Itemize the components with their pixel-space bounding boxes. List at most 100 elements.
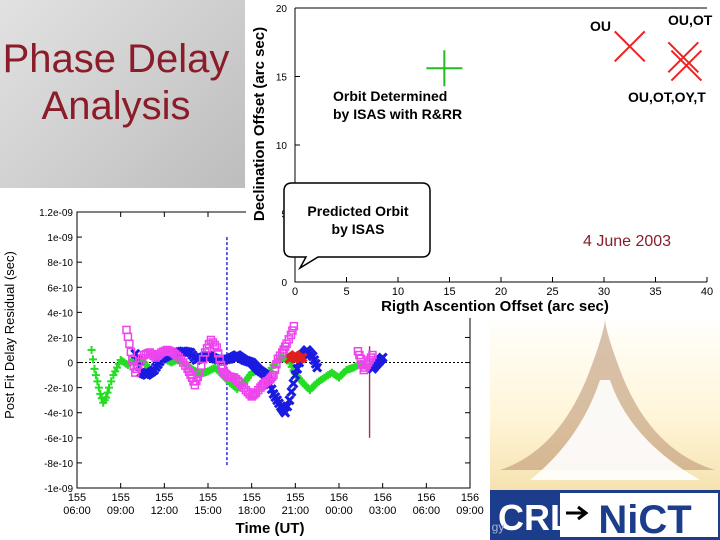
x-tick-label-time: 06:00	[413, 505, 441, 517]
data-point	[126, 347, 136, 357]
orbit-x-tick-label: 35	[649, 286, 661, 298]
data-point	[94, 383, 103, 392]
data-point	[289, 321, 299, 331]
data-point	[87, 346, 96, 354]
orbit-point-x	[670, 49, 703, 82]
orbit-x-tick-label: 15	[443, 286, 455, 298]
data-point	[272, 359, 281, 369]
data-point	[286, 330, 296, 340]
data-point	[96, 389, 105, 398]
data-point	[107, 377, 116, 386]
data-point	[103, 388, 112, 397]
data-point	[90, 364, 99, 373]
logo-fragment-text: gy	[492, 520, 505, 534]
data-point	[174, 353, 184, 362]
x-tick-label-time: 06:00	[63, 505, 91, 517]
data-point	[176, 355, 186, 365]
orbit-x-tick-label: 30	[598, 286, 610, 298]
x-tick-label-day: 156	[417, 492, 435, 504]
orbit-point-x	[667, 41, 700, 74]
x-tick-label-day: 155	[199, 492, 217, 504]
data-point	[292, 363, 303, 374]
x-tick-label-day: 155	[68, 492, 86, 504]
y-tick-label: 0	[67, 359, 73, 370]
data-point	[105, 383, 114, 392]
data-point	[215, 354, 224, 364]
data-point	[290, 370, 301, 381]
x-tick-label-day: 155	[242, 492, 260, 504]
data-point	[212, 343, 221, 352]
orbit-x-tick-label: 20	[495, 286, 507, 298]
page-title: Phase Delay Analysis	[2, 37, 230, 128]
x-axis-label: Time (UT)	[236, 520, 305, 537]
mountain-highlight	[530, 380, 700, 480]
data-point	[286, 386, 297, 397]
orbit-chart-background	[246, 0, 720, 318]
orbit-y-tick-label: 0	[281, 278, 287, 289]
data-point	[377, 352, 388, 363]
data-point	[284, 395, 295, 406]
y-tick-label: -8e-10	[44, 459, 73, 470]
x-tick-label-time: 09:00	[107, 505, 135, 517]
x-tick-label-day: 155	[111, 492, 129, 504]
data-point	[210, 340, 220, 350]
date-label: 4 June 2003	[583, 233, 672, 250]
data-point	[251, 388, 261, 397]
crl-logo-text: CRL	[498, 497, 572, 538]
orbit-point-x	[614, 30, 646, 63]
data-point	[312, 362, 323, 373]
data-point	[297, 352, 308, 363]
logo-arrow-icon	[566, 505, 589, 521]
orbit-x-axis-label: Rigth Ascention Offset (arc sec)	[381, 298, 609, 315]
data-point	[368, 350, 377, 360]
orbit-x-tick-label: 40	[701, 286, 713, 298]
data-point	[282, 401, 293, 412]
callout-text: Predicted Orbit	[307, 203, 408, 219]
orbit-y-tick-label: 20	[276, 4, 288, 15]
data-point	[366, 353, 376, 362]
y-tick-label: 1.2e-09	[39, 208, 73, 219]
x-tick-label-day: 156	[330, 492, 348, 504]
orbit-y-axis-label: Declination Offset (arc sec)	[251, 27, 268, 221]
x-tick-label-time: 03:00	[369, 505, 397, 517]
data-point	[269, 370, 278, 380]
data-point	[213, 349, 223, 358]
y-tick-label: -1e-09	[44, 484, 73, 495]
orbit-x-tick-label: 10	[392, 286, 404, 298]
y-axis-label: Post Fit Delay Residual (sec)	[2, 251, 17, 419]
x-tick-label-day: 155	[155, 492, 173, 504]
orbit-x-tick-label: 25	[546, 286, 558, 298]
data-point	[280, 407, 291, 418]
orbit-annotation: by ISAS with R&RR	[333, 106, 462, 122]
logo-white-panel	[560, 493, 718, 537]
x-tick-label-time: 18:00	[238, 505, 266, 517]
orbit-y-tick-label: 15	[276, 73, 288, 84]
orbit-x-tick-label: 5	[343, 286, 349, 298]
x-tick-label-day: 155	[286, 492, 304, 504]
y-tick-label: -6e-10	[44, 434, 73, 445]
callout-text: by ISAS	[332, 221, 385, 237]
data-point	[91, 371, 100, 380]
data-point	[288, 326, 297, 335]
x-tick-label-time: 00:00	[325, 505, 353, 517]
x-tick-label-day: 156	[373, 492, 391, 504]
x-tick-label-time: 09:00	[456, 505, 484, 517]
y-tick-label: 4e-10	[47, 308, 73, 319]
orbit-annotation: Orbit Determined	[333, 88, 447, 104]
orbit-y-tick-label: 10	[276, 141, 288, 152]
y-tick-label: 6e-10	[47, 283, 73, 294]
data-point	[288, 378, 299, 389]
orbit-x-tick-label: 0	[292, 286, 298, 298]
title-panel	[0, 0, 245, 188]
data-point	[89, 355, 98, 364]
y-tick-label: -4e-10	[44, 409, 73, 420]
y-tick-label: 8e-10	[47, 258, 73, 269]
x-tick-label-day: 156	[461, 492, 479, 504]
y-tick-label: -2e-10	[44, 384, 73, 395]
y-tick-label: 1e-09	[47, 233, 73, 244]
orbit-label-ou-ot-oy-t: OU,OT,OY,T	[628, 89, 706, 105]
x-tick-label-time: 15:00	[194, 505, 222, 517]
orbit-point-plus	[426, 50, 463, 87]
orbit-label-ou: OU	[590, 18, 611, 34]
